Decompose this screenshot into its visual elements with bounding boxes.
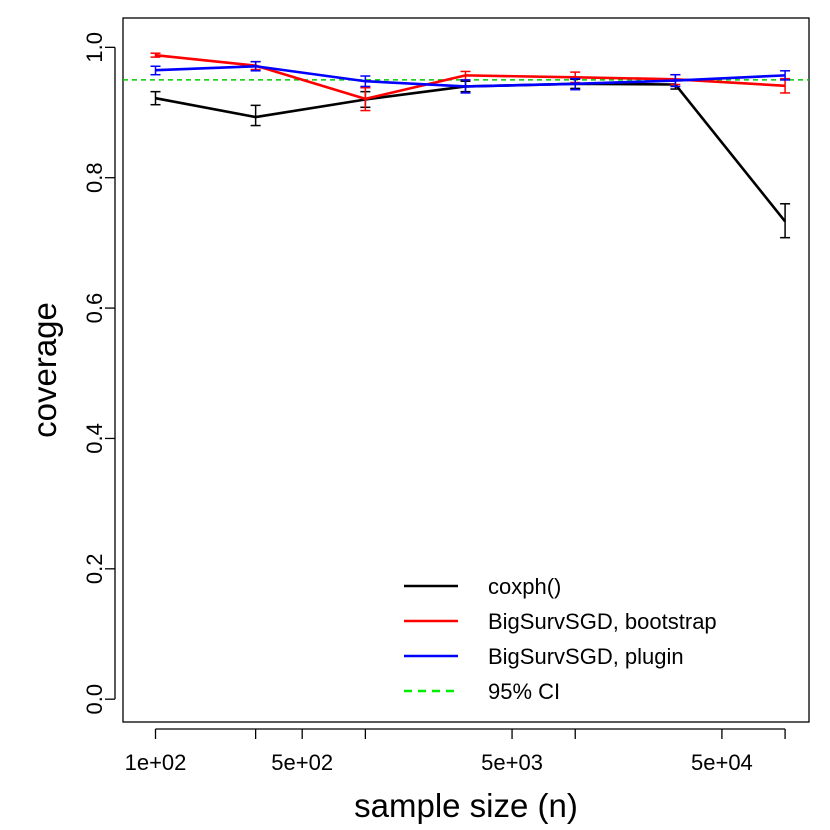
- y-tick-label: 1.0: [82, 32, 107, 63]
- plot-frame: [122, 17, 810, 723]
- legend-label: BigSurvSGD, bootstrap: [488, 609, 717, 634]
- y-axis: 0.0 0.2 0.4 0.6 0.8 1.0: [82, 32, 116, 715]
- legend-label: BigSurvSGD, plugin: [488, 644, 684, 669]
- x-tick-label: 1e+02: [125, 750, 187, 775]
- legend-label: 95% CI: [488, 679, 560, 704]
- y-tick-label: 0.8: [82, 162, 107, 193]
- y-tick-label: 0.6: [82, 293, 107, 324]
- y-tick-label: 0.2: [82, 554, 107, 585]
- series-1: [150, 78, 791, 239]
- y-axis-title: coverage: [26, 302, 63, 438]
- x-tick-label: 5e+04: [691, 750, 753, 775]
- series-layer: [150, 52, 791, 239]
- y-tick-label: 0.0: [82, 684, 107, 715]
- legend-label: coxph(): [488, 574, 561, 599]
- x-tick-label: 5e+03: [481, 750, 543, 775]
- legend: coxph() BigSurvSGD, bootstrap BigSurvSGD, …: [404, 574, 717, 704]
- x-axis-title: sample size (n): [354, 787, 578, 824]
- series-line: [155, 82, 787, 223]
- y-tick-label: 0.4: [82, 423, 107, 454]
- series-3: [150, 60, 791, 94]
- x-axis: 1e+02 5e+02 5e+03 5e+04: [125, 728, 786, 775]
- x-tick-label: 5e+02: [271, 750, 333, 775]
